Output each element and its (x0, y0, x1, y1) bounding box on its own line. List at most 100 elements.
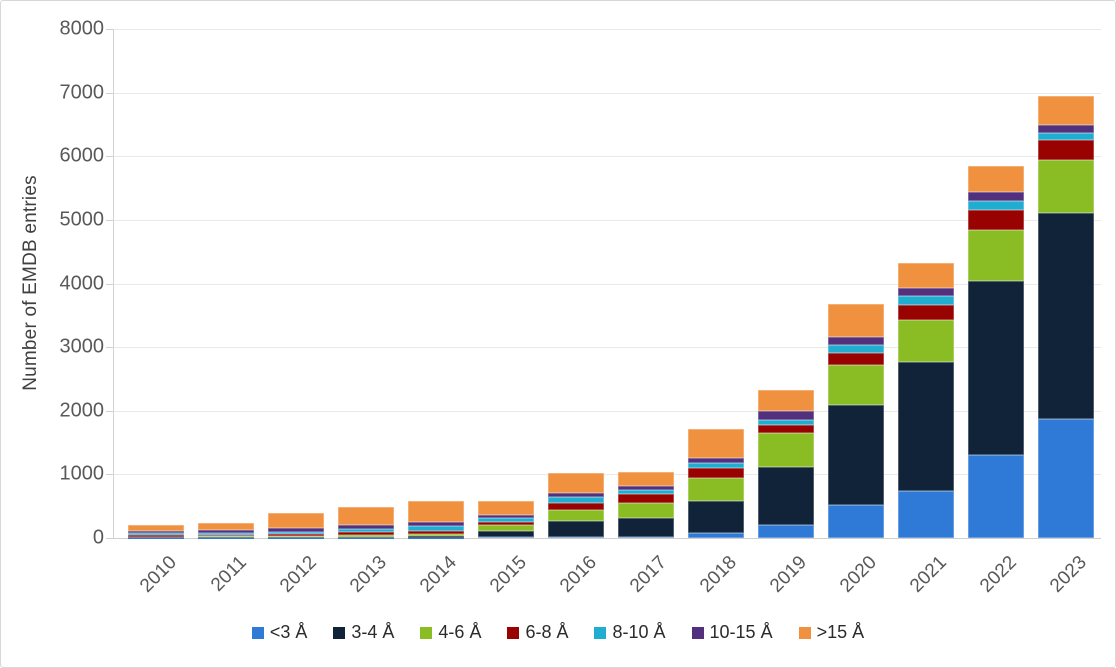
gridline (113, 29, 1101, 30)
bar-slot-2020 (821, 29, 891, 538)
bar-segment (338, 528, 394, 532)
bar-segment (968, 455, 1024, 538)
bar-segment (268, 513, 324, 528)
bar-segment (198, 536, 254, 538)
bar-segment (618, 536, 674, 538)
bar-segment (338, 531, 394, 535)
stacked-bar-2015 (478, 501, 534, 538)
x-tick-label: 2014 (416, 552, 461, 597)
y-axis-line (113, 29, 114, 538)
bar-segment (268, 536, 324, 538)
bar-segment (828, 304, 884, 338)
x-tick-label: 2012 (276, 552, 321, 597)
legend-label: 4-6 Å (438, 622, 482, 642)
bar-slot-2016 (541, 29, 611, 538)
bar-segment (1038, 140, 1094, 161)
bar-segment (758, 419, 814, 426)
bar-segment (478, 536, 534, 538)
y-tick-label: 0 (92, 526, 104, 549)
legend-item: 6-8 Å (507, 622, 568, 643)
bar-segment (268, 531, 324, 535)
bar-segment (548, 536, 604, 538)
bar-segment (1038, 160, 1094, 213)
bar-segment (548, 521, 604, 537)
bar-segment (198, 530, 254, 533)
y-tick-label: 2000 (59, 399, 105, 422)
bar-segment (758, 425, 814, 434)
gridline (113, 156, 1101, 158)
legend-swatch-icon (594, 626, 607, 639)
stacked-bar-2011 (198, 522, 254, 538)
legend-swatch-icon (333, 626, 346, 639)
legend-label: 3-4 Å (351, 622, 395, 642)
stacked-bar-2010 (128, 524, 184, 538)
bar-slot-2021 (891, 29, 961, 538)
bar-segment (758, 524, 814, 538)
bar-slot-2011 (191, 29, 261, 538)
bar-segment (688, 477, 744, 501)
bar-segment (198, 532, 254, 535)
stacked-bar-2016 (548, 472, 604, 538)
x-tick-label: 2019 (766, 552, 811, 597)
bar-segment (128, 531, 184, 534)
stacked-bar-2022 (968, 165, 1024, 538)
bar-segment (618, 493, 674, 503)
x-tick-label: 2020 (836, 552, 881, 597)
bar-segment (688, 533, 744, 538)
bar-segment (408, 536, 464, 538)
bar-segment (408, 533, 464, 537)
legend: <3 Å 3-4 Å 4-6 Å 6-8 Å 8-10 Å 10-15 Å >15 Å (1, 622, 1115, 643)
y-tick-label: 4000 (59, 272, 105, 294)
bar-segment (898, 320, 954, 363)
legend-label: <3 Å (269, 622, 308, 642)
bar-segment (828, 337, 884, 345)
x-tick-label: 2017 (626, 552, 671, 597)
bar-slot-2018 (681, 29, 751, 538)
legend-item: 8-10 Å (594, 622, 666, 643)
x-tick-label: 2023 (1046, 552, 1091, 597)
bar-segment (548, 497, 604, 503)
y-tick-label: 3000 (59, 335, 105, 358)
bar-slot-2015 (471, 29, 541, 538)
gridline (113, 474, 1101, 476)
bar-segment (408, 530, 464, 534)
legend-label: 8-10 Å (612, 622, 666, 642)
bar-segment (338, 506, 394, 526)
legend-swatch-icon (691, 626, 704, 639)
bar-slot-2019 (751, 29, 821, 538)
stacked-bar-2013 (338, 506, 394, 538)
bar-segment (548, 492, 604, 498)
stacked-bar-2020 (828, 304, 884, 538)
bar-segment (898, 305, 954, 321)
bar-segment (478, 518, 534, 523)
gridline (113, 283, 1101, 285)
stacked-bar-2019 (758, 389, 814, 538)
bar-segment (338, 536, 394, 538)
x-axis-line (113, 538, 1101, 539)
bar-slot-2023 (1031, 29, 1101, 538)
bar-segment (478, 522, 534, 526)
y-tick-mark (106, 474, 113, 476)
bar-segment (408, 537, 464, 538)
y-tick-label: 6000 (59, 144, 105, 167)
x-tick-label: 2016 (556, 552, 601, 597)
legend-swatch-icon (798, 626, 811, 639)
bar-segment (1038, 133, 1094, 141)
legend-item: 4-6 Å (420, 622, 481, 643)
bar-segment (478, 525, 534, 531)
legend-item: >15 Å (798, 622, 864, 643)
bar-segment (478, 530, 534, 537)
gridline (113, 219, 1101, 221)
x-tick-label: 2022 (976, 552, 1021, 597)
y-tick-mark (106, 92, 113, 94)
y-tick-label: 8000 (59, 17, 105, 40)
bar-segment (968, 200, 1024, 210)
bar-segment (478, 515, 534, 519)
y-tick-mark (106, 283, 113, 285)
legend-label: 6-8 Å (525, 622, 569, 642)
bar-segment (548, 510, 604, 522)
bar-segment (408, 522, 464, 527)
bar-segment (688, 468, 744, 478)
y-tick-mark (106, 538, 113, 539)
bar-segment (968, 229, 1024, 281)
